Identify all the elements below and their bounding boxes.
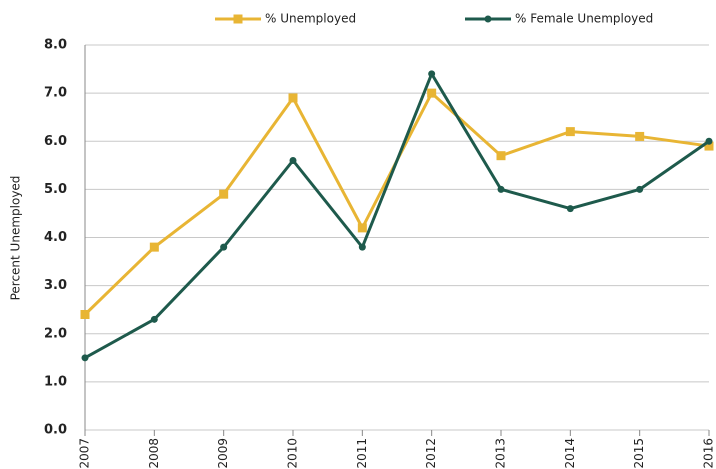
marker [705,137,713,145]
marker [565,127,575,137]
marker [358,243,366,251]
x-tick-label: 2007 [78,438,92,469]
marker [219,189,229,199]
x-tick-label: 2014 [563,438,577,469]
marker [496,151,506,161]
x-tick-label: 2016 [702,438,716,469]
legend-marker [233,14,243,24]
marker [428,70,436,78]
y-tick-label: 7.0 [44,86,67,101]
x-tick-label: 2012 [424,438,438,469]
marker [288,93,298,103]
series-line [84,70,710,360]
marker [149,242,159,252]
x-tick-label: 2013 [494,438,508,469]
marker [635,131,645,141]
marker [566,205,574,213]
marker [81,354,89,362]
legend-label: % Unemployed [265,12,356,26]
series-line [83,90,710,316]
marker [150,315,158,323]
marker [80,310,90,319]
x-tick-label: 2010 [286,438,300,469]
y-tick-label: 8.0 [44,38,67,53]
marker [220,243,228,251]
y-axis-label: Percent Unemployed [9,176,23,301]
x-tick-label: 2008 [147,438,161,469]
marker [289,157,297,164]
y-tick-label: 5.0 [44,182,67,197]
y-tick-label: 1.0 [44,374,67,389]
marker [357,223,367,233]
marker [636,185,644,193]
marker [497,185,505,193]
y-tick-label: 3.0 [44,278,67,293]
x-tick-label: 2009 [216,438,230,469]
x-tick-label: 2011 [355,438,369,469]
legend-label: % Female Unemployed [515,12,653,26]
marker [427,88,437,98]
y-tick-label: 4.0 [44,230,67,245]
legend-marker [484,15,492,23]
y-tick-label: 6.0 [44,134,67,149]
x-tick-label: 2015 [632,438,646,469]
marker [704,141,714,151]
y-tick-label: 2.0 [44,326,67,341]
y-tick-label: 0.0 [44,423,67,438]
